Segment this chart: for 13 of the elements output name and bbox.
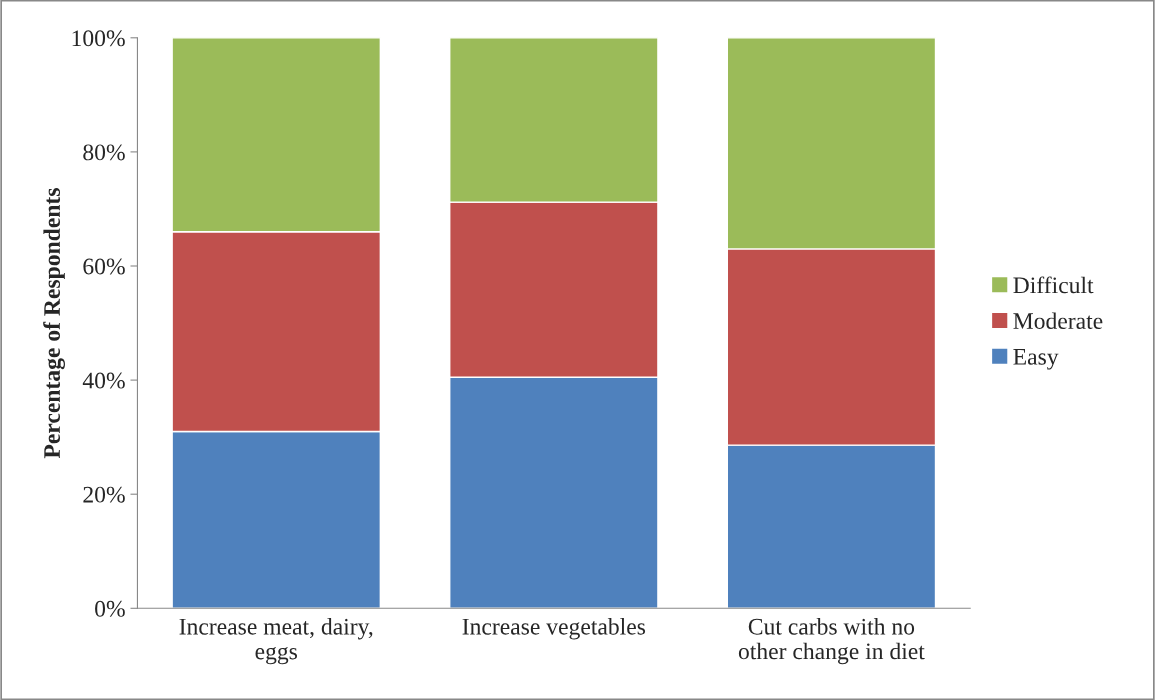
y-axis-title: Percentage of Respondents [43, 188, 65, 459]
y-tick-label: 0% [95, 600, 125, 617]
legend-label: Moderate [1013, 312, 1103, 329]
y-tick-label: 60% [83, 258, 125, 275]
y-tick-label: 80% [83, 144, 125, 161]
y-tick-label: 20% [83, 486, 125, 503]
x-tick-label: Increase meat, dairy, eggs [179, 618, 373, 665]
x-tick-label: Cut carbs with no other change in diet [738, 618, 925, 665]
x-tick-label: Increase vegetables [462, 618, 646, 640]
legend-label: Difficult [1013, 276, 1094, 294]
y-tick-label: 40% [82, 372, 125, 389]
legend-label: Easy [1013, 349, 1059, 370]
y-tick-label: 100% [72, 30, 125, 47]
